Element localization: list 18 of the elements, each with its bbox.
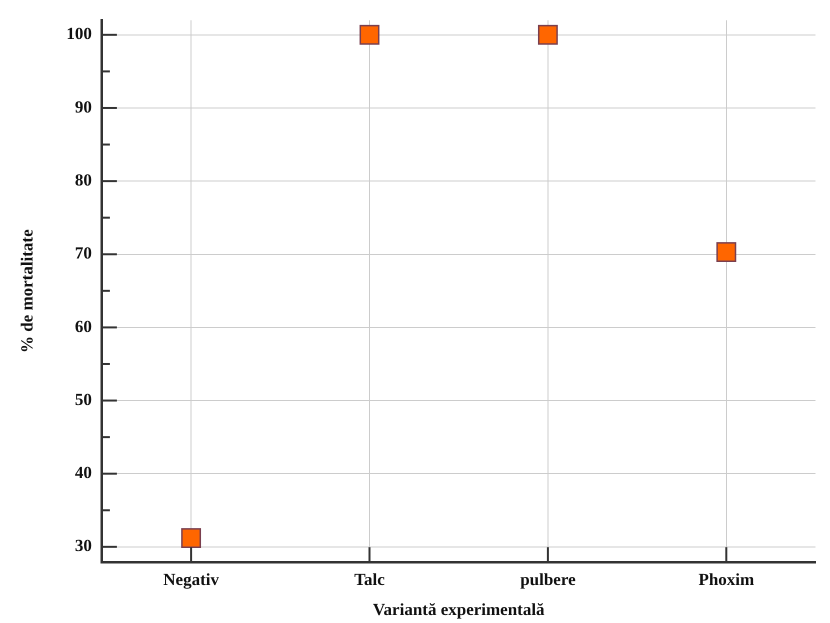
y-axis-title: % de mortalitate xyxy=(18,228,37,354)
y-tick-label: 90 xyxy=(74,97,92,116)
point xyxy=(360,24,380,45)
y-tick-label: 70 xyxy=(74,244,92,263)
y-tick-label: 80 xyxy=(74,170,92,190)
point xyxy=(181,528,202,548)
x-tick-label: pulbere xyxy=(520,570,576,589)
x-tick-label: Phoxim xyxy=(698,570,754,589)
x-tick-label: Negativ xyxy=(163,570,220,589)
y-tick-label: 40 xyxy=(74,463,92,482)
y-tick-label: 30 xyxy=(74,536,92,556)
x-tick-label: Talc xyxy=(354,570,386,589)
y-tick-label: 50 xyxy=(74,390,92,409)
y-tick-label: 100 xyxy=(66,24,92,44)
x-axis-title: Variantă experimentală xyxy=(372,600,546,620)
y-tick-label: 60 xyxy=(74,316,92,336)
point xyxy=(538,24,558,45)
point xyxy=(716,242,736,262)
